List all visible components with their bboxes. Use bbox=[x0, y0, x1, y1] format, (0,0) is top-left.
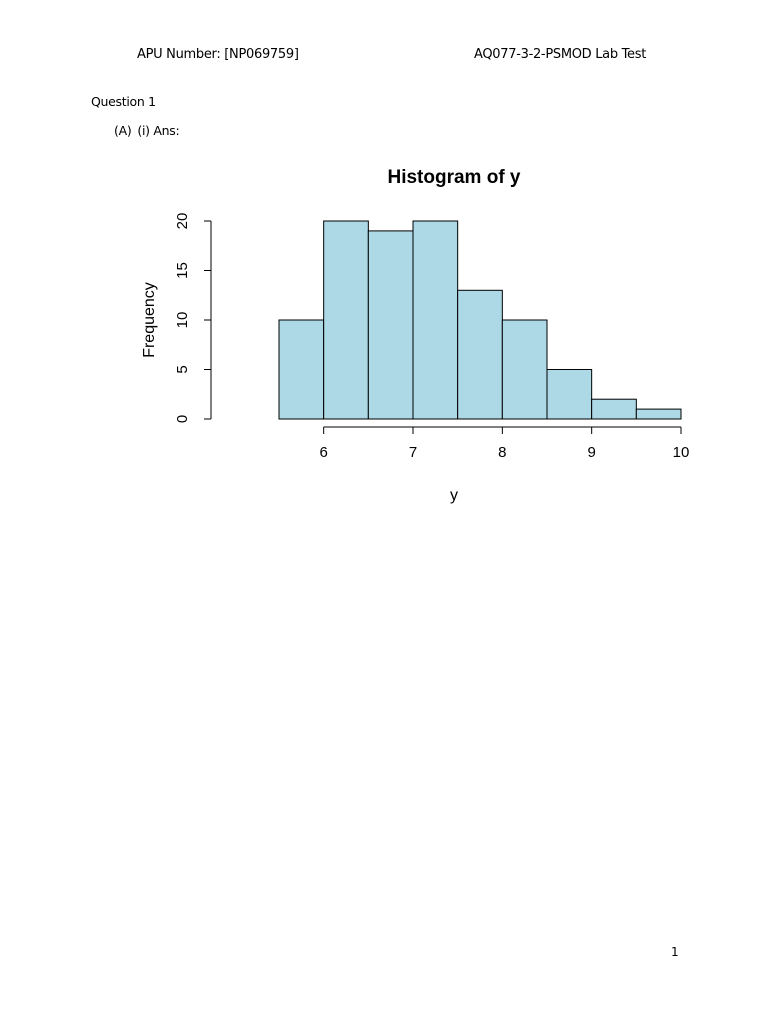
y-tick-label-10: 10 bbox=[174, 312, 191, 329]
chart-title: Histogram of y bbox=[387, 167, 520, 188]
y-axis-label: Frequency bbox=[141, 282, 158, 358]
y-tick-label-5: 5 bbox=[174, 365, 191, 373]
x-tick-label-8: 8 bbox=[498, 444, 506, 461]
y-tick-label-15: 15 bbox=[174, 262, 191, 279]
x-axis-label: y bbox=[450, 487, 458, 504]
histogram-bar-5 bbox=[457, 289, 503, 420]
histogram-bar-8 bbox=[591, 398, 637, 420]
histogram-bar-6 bbox=[501, 319, 548, 420]
header-course-code: AQ077-3-2-PSMOD Lab Test bbox=[474, 47, 647, 62]
y-tick-label-0: 0 bbox=[174, 415, 191, 423]
histogram-bar-2 bbox=[323, 220, 369, 420]
answer-line: (A) (i) Ans: bbox=[114, 123, 180, 139]
histogram-chart: Histogram of y Frequency y 6 7 8 9 10 0 5 10 15… bbox=[141, 167, 690, 504]
x-axis: 6 7 8 9 10 bbox=[319, 426, 690, 461]
x-tick-label-7: 7 bbox=[409, 444, 417, 461]
histogram-bar-3 bbox=[367, 230, 414, 420]
histogram-bar-4 bbox=[412, 220, 459, 420]
histogram-bar-1 bbox=[278, 319, 325, 420]
histogram-bar-9 bbox=[635, 408, 682, 420]
question-title: Question 1 bbox=[91, 94, 156, 109]
histogram-bar-7 bbox=[546, 369, 593, 420]
x-tick-label-9: 9 bbox=[587, 444, 595, 461]
y-tick-label-20: 20 bbox=[174, 213, 191, 230]
bars-layer bbox=[278, 220, 682, 420]
header-apu-number: APU Number: [NP069759] bbox=[137, 47, 299, 62]
answer-label: (i) Ans: bbox=[137, 123, 180, 138]
y-axis: 0 5 10 15 20 bbox=[174, 213, 212, 423]
x-tick-label-10: 10 bbox=[673, 444, 690, 461]
x-tick-label-6: 6 bbox=[319, 444, 327, 461]
page-number: 1 bbox=[671, 945, 679, 959]
answer-part-label: (A) bbox=[114, 123, 132, 138]
